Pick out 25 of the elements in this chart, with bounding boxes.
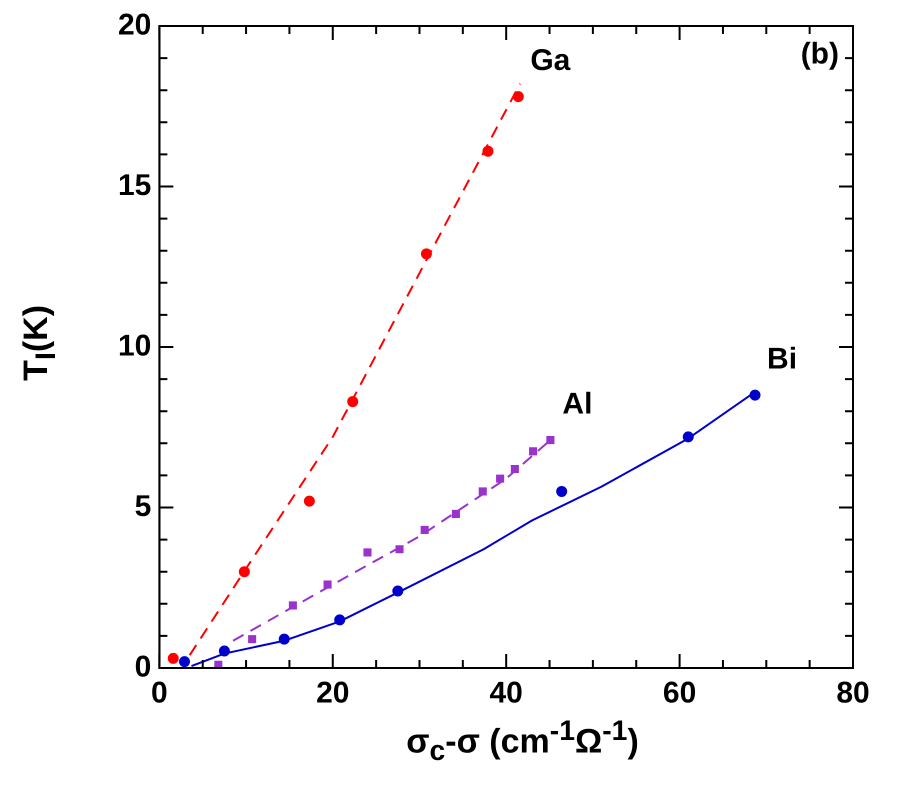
- point: [529, 447, 538, 456]
- series-label: Bi: [767, 342, 798, 376]
- point: [248, 635, 256, 644]
- point: [496, 474, 504, 483]
- point: [363, 548, 372, 556]
- x-tick-label: 60: [662, 676, 696, 710]
- point: [179, 656, 190, 668]
- x-tick-label: 40: [489, 676, 523, 710]
- y-tick-label: 20: [118, 8, 152, 42]
- point: [452, 510, 460, 518]
- x-tick-label: 20: [316, 676, 350, 710]
- point: [556, 486, 568, 497]
- annotation: (b): [800, 37, 839, 70]
- y-tick-label: 5: [134, 490, 152, 523]
- series-label: Al: [562, 387, 592, 420]
- y-tick-label: 15: [118, 168, 152, 202]
- x-tick-label: 80: [836, 676, 870, 710]
- point: [546, 436, 554, 444]
- point: [304, 496, 315, 507]
- y-tick-label: 10: [118, 329, 152, 362]
- point: [168, 652, 179, 664]
- y-tick-label: 0: [134, 650, 152, 684]
- series-label: Ga: [530, 44, 571, 77]
- x-axis-title: σ$_{c}$-σ (cm$^{-1}$Ω$^{-1}$): [405, 715, 640, 768]
- point: [478, 487, 487, 496]
